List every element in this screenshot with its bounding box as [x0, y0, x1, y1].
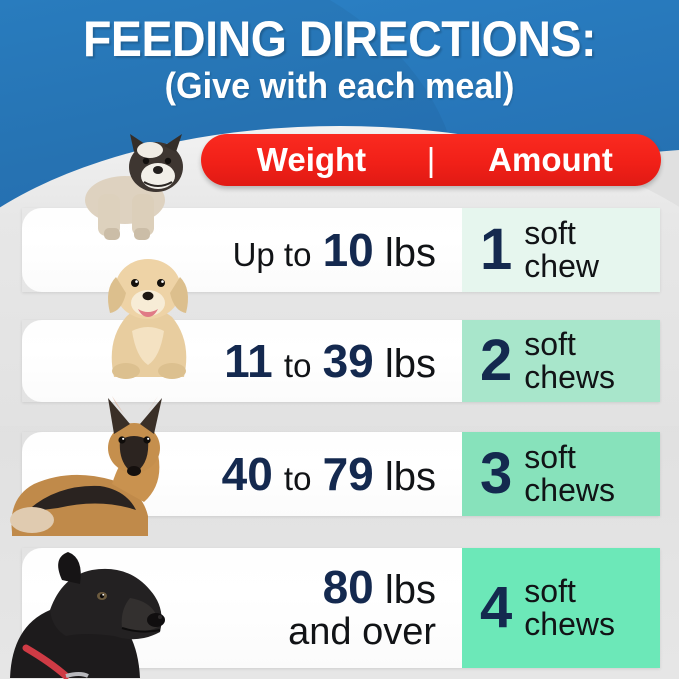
table-row: 11 to 39 lbs 2 soft chews [22, 320, 660, 402]
amount-unit-line1: soft [524, 325, 576, 362]
amount-unit: soft chews [524, 438, 615, 508]
column-header-separator: | [426, 141, 436, 178]
amount-unit-line1: soft [524, 572, 576, 609]
amount-unit-line2: chews [524, 606, 615, 642]
page-title: FEEDING DIRECTIONS: [82, 11, 597, 67]
amount-cell: 4 soft chews [462, 548, 660, 668]
table-row: 80 lbs and over 4 soft chews [22, 548, 660, 668]
weight-unit: lbs [384, 568, 436, 613]
weight-range-connector: to [283, 346, 312, 384]
amount-unit-line2: chew [524, 248, 599, 284]
weight-text: Up to 10 lbs [232, 223, 436, 276]
weight-text: 40 to 79 lbs [221, 447, 436, 500]
amount-unit: soft chews [524, 572, 615, 642]
table-row: 40 to 79 lbs 3 soft chews [22, 432, 660, 516]
table-row: Up to 10 lbs 1 soft chew [22, 208, 660, 292]
page-subtitle: (Give with each meal) [164, 65, 515, 106]
weight-unit: lbs [384, 341, 436, 386]
weight-number-low: 11 [224, 334, 273, 387]
weight-cell: 80 lbs and over [22, 548, 462, 668]
amount-unit: soft chew [524, 214, 599, 284]
weight-range-connector: to [283, 459, 312, 497]
amount-unit-line2: chews [524, 359, 615, 395]
amount-unit: soft chews [524, 325, 615, 395]
weight-cell: 11 to 39 lbs [22, 320, 462, 402]
weight-unit: lbs [384, 454, 436, 499]
weight-cell: Up to 10 lbs [22, 208, 462, 292]
amount-number: 3 [480, 441, 513, 506]
weight-text: 11 to 39 lbs [224, 334, 436, 387]
column-header-weight: Weight [256, 141, 367, 178]
weight-second-line: and over [288, 611, 436, 654]
weight-cell: 40 to 79 lbs [22, 432, 462, 516]
weight-text: 80 lbs and over [288, 563, 436, 652]
amount-number: 1 [480, 217, 513, 282]
amount-cell: 1 soft chew [462, 208, 660, 292]
weight-number: 80 [322, 561, 374, 614]
weight-number: 10 [322, 223, 374, 276]
column-header-amount: Amount [488, 141, 613, 178]
weight-unit: lbs [384, 230, 436, 275]
amount-cell: 3 soft chews [462, 432, 660, 516]
weight-number: 39 [322, 334, 374, 387]
amount-unit-line1: soft [524, 214, 576, 251]
weight-number: 79 [322, 447, 374, 500]
amount-number: 4 [480, 575, 513, 640]
amount-cell: 2 soft chews [462, 320, 660, 402]
amount-unit-line1: soft [524, 438, 576, 475]
amount-number: 2 [480, 328, 513, 393]
weight-prefix: Up to [232, 235, 312, 273]
amount-unit-line2: chews [524, 472, 615, 508]
table-header-pill: Weight | Amount [201, 134, 661, 186]
weight-number-low: 40 [221, 447, 273, 500]
